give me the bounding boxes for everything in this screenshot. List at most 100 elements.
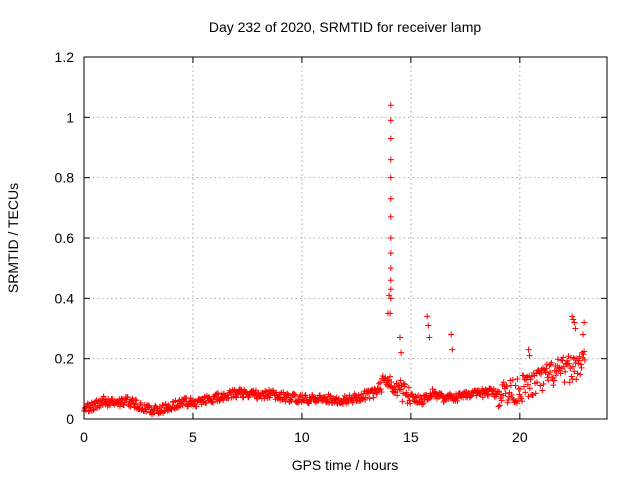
data-point [429,386,436,393]
data-point [438,391,445,398]
data-point [554,356,561,363]
y-tick-label: 0.6 [55,230,75,246]
data-point [387,135,394,142]
data-point [104,402,111,409]
data-point [285,392,292,399]
data-point [369,390,376,397]
data-point [424,313,431,320]
data-point [557,370,564,377]
data-point [567,365,574,372]
data-point [574,370,581,377]
data-point [309,391,316,398]
data-point [209,398,216,405]
data-point [550,382,557,389]
data-point [390,389,397,396]
data-point [396,334,403,341]
data-point [387,195,394,202]
data-point [269,387,276,394]
data-point [411,398,418,405]
data-point [378,388,385,395]
data-point [399,398,406,405]
data-point [240,393,247,400]
data-point [132,396,139,403]
grid-lines [84,57,607,419]
data-point [387,286,394,293]
data-point [398,386,405,393]
data-point [291,391,298,398]
data-point [468,393,475,400]
data-point [213,390,220,397]
data-point [570,363,577,370]
data-point [94,405,101,412]
data-point [127,403,134,410]
data-point [133,397,140,404]
data-point [179,402,186,409]
data-point [215,390,222,397]
data-point [377,386,384,393]
data-point [387,213,394,220]
data-point [209,399,216,406]
data-point [349,399,356,406]
data-point [394,392,401,399]
data-point [507,377,514,384]
data-point [415,392,422,399]
data-points [81,102,588,418]
data-point [90,407,97,414]
data-point [390,385,397,392]
y-axis-label: SRMTID / TECUs [5,183,21,293]
data-point [387,295,394,302]
data-point [572,360,579,367]
data-point [301,392,308,399]
data-point [509,376,516,383]
data-point [526,372,533,379]
data-point [537,370,544,377]
data-point [335,396,342,403]
data-point [541,367,548,374]
data-point [169,398,176,405]
data-point [517,385,524,392]
data-point [262,387,269,394]
chart-title: Day 232 of 2020, SRMTID for receiver lam… [209,19,482,35]
data-point [532,390,539,397]
data-point [526,352,533,359]
data-point [503,383,510,390]
data-point [387,235,394,241]
data-point [581,357,588,364]
data-point [146,403,153,410]
data-point [575,357,582,364]
data-point [519,398,526,405]
data-point [130,400,137,407]
data-point [560,354,567,361]
data-point [284,392,291,399]
data-point [327,392,334,399]
data-point [117,400,124,407]
data-point [581,348,588,355]
data-point [571,319,578,326]
data-point [238,387,245,394]
data-point [568,373,575,380]
data-point [366,395,373,402]
data-point [193,403,200,410]
data-point [359,396,366,403]
data-point [561,379,568,386]
data-point [576,353,583,360]
axis-ticks: 0 5 10 15 20 0 0.2 0.4 0.6 0.8 1 1.2 [55,49,607,445]
data-point [273,389,280,396]
x-axis-label: GPS time / hours [292,457,399,473]
data-point [418,401,425,408]
data-point [375,380,382,387]
data-point [387,250,394,257]
data-point [320,393,327,400]
data-point [409,391,416,398]
data-point [454,397,461,404]
data-point [400,380,407,387]
x-tick-label: 15 [403,429,419,445]
data-point [124,394,131,401]
data-point [387,265,394,272]
data-point [362,394,369,401]
data-point [530,391,537,398]
data-point [477,391,484,398]
data-point [84,401,91,408]
data-point [571,368,578,375]
data-point [488,390,495,397]
